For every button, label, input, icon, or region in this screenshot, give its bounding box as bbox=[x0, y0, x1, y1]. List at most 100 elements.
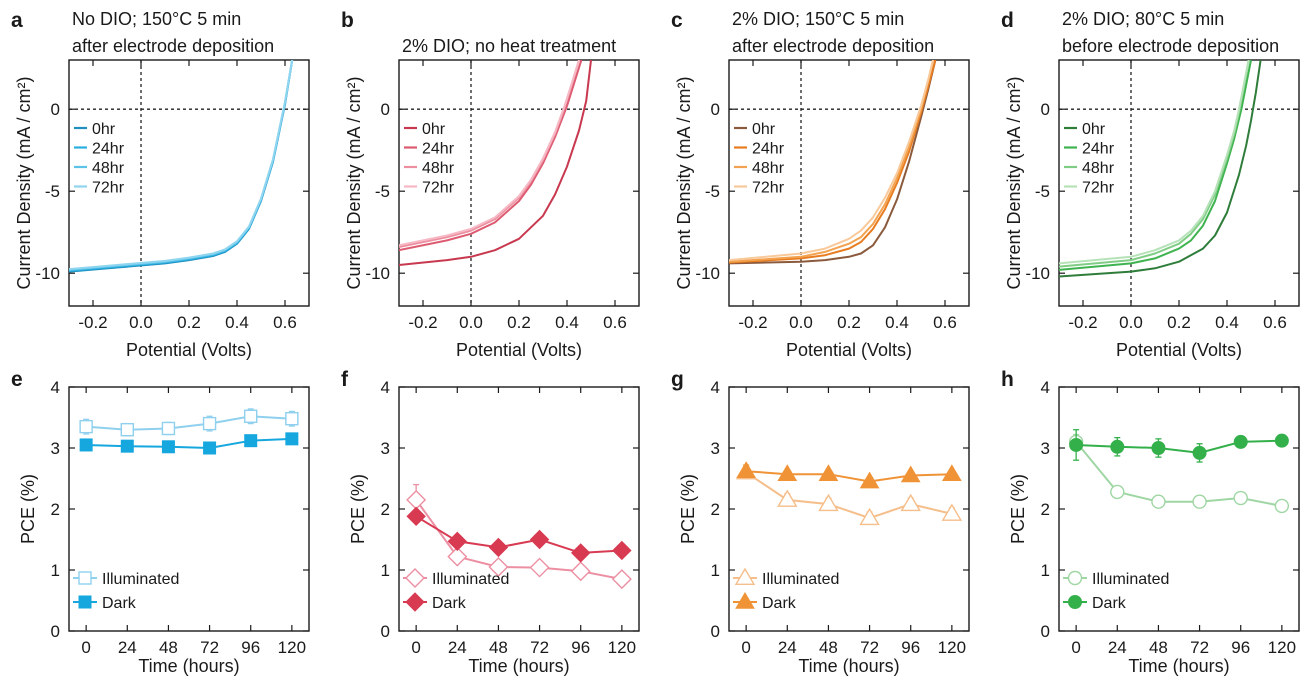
legend-label: 48hr bbox=[752, 160, 785, 177]
x-tick-label: 0.4 bbox=[1215, 313, 1239, 332]
chart-panel-c: c 2% DIO; 150°C 5 min after electrode depo… bbox=[671, 9, 970, 360]
y-tick-label: 0 bbox=[381, 100, 390, 119]
x-tick-label: 72 bbox=[200, 638, 219, 657]
legend-marker bbox=[1067, 570, 1083, 586]
data-point-illuminated bbox=[406, 489, 427, 510]
series-line-72hr bbox=[729, 60, 934, 262]
legend-label: Illuminated bbox=[102, 571, 179, 588]
legend-label: 24hr bbox=[422, 141, 455, 158]
data-point-dark bbox=[612, 540, 632, 561]
x-tick-label: 48 bbox=[1149, 638, 1168, 657]
legend-label: 0hr bbox=[92, 121, 116, 138]
series-line-24hr bbox=[1059, 60, 1252, 271]
y-axis-label: PCE (%) bbox=[1008, 474, 1028, 544]
x-tick-label: 48 bbox=[819, 638, 838, 657]
data-point-dark bbox=[285, 432, 299, 446]
legend-label: 24hr bbox=[1082, 141, 1115, 158]
y-tick-label: 0 bbox=[1041, 100, 1050, 119]
series-line-72hr bbox=[69, 60, 294, 271]
panel-title: after electrode deposition bbox=[72, 36, 274, 56]
y-axis-label: Current Density (mA / cm²) bbox=[1004, 76, 1024, 289]
panel-title: No DIO; 150°C 5 min bbox=[72, 9, 241, 29]
legend-marker bbox=[78, 571, 92, 585]
x-tick-label: 72 bbox=[530, 638, 549, 657]
data-point-dark bbox=[1110, 439, 1125, 454]
data-point-dark bbox=[777, 464, 798, 482]
data-point-dark bbox=[161, 440, 175, 454]
panel-letter: g bbox=[671, 368, 684, 391]
series-line-Dark bbox=[415, 515, 622, 554]
data-point-dark bbox=[818, 464, 839, 482]
data-point-illuminated bbox=[900, 493, 921, 512]
y-tick-label: 0 bbox=[51, 622, 60, 641]
y-axis-label: PCE (%) bbox=[18, 474, 38, 544]
x-axis-label: Time (hours) bbox=[138, 656, 239, 676]
legend-label: 0hr bbox=[752, 121, 776, 138]
panel-title: before electrode deposition bbox=[1062, 36, 1279, 56]
x-tick-label: 24 bbox=[448, 638, 467, 657]
curve-group bbox=[399, 60, 592, 266]
x-axis-label: Potential (Volts) bbox=[456, 340, 582, 360]
x-axis-label: Time (hours) bbox=[468, 656, 569, 676]
y-tick-label: 3 bbox=[1041, 439, 1050, 458]
y-tick-label: -10 bbox=[695, 264, 720, 283]
x-tick-label: 24 bbox=[118, 638, 137, 657]
data-point-illuminated bbox=[79, 419, 93, 434]
x-tick-label: 0.2 bbox=[177, 313, 201, 332]
series-line-72hr bbox=[1059, 60, 1250, 265]
y-tick-label: 4 bbox=[1041, 378, 1050, 397]
panel-letter: c bbox=[671, 9, 683, 32]
panel-letter: a bbox=[11, 9, 23, 32]
chart-panel-e: e 0 24 48 72 96 120 0 1 2 3 4 Time (hours) PCE (%) Ill… bbox=[11, 368, 310, 676]
legend-label: 48hr bbox=[1082, 160, 1115, 177]
series-line-Dark bbox=[746, 470, 952, 483]
series-line-72hr bbox=[399, 60, 580, 247]
data-point-dark bbox=[941, 464, 962, 482]
x-tick-label: 96 bbox=[241, 638, 260, 657]
y-tick-label: -5 bbox=[45, 182, 60, 201]
data-point-illuminated bbox=[1110, 484, 1125, 500]
chart-panel-g: g 0 24 48 72 96 120 0 1 2 3 4 Time (hours) PCE (%) Ill… bbox=[671, 368, 970, 676]
data-point-dark bbox=[571, 543, 591, 563]
x-tick-label: 0.2 bbox=[837, 313, 861, 332]
y-tick-label: -10 bbox=[35, 264, 60, 283]
legend-label: Dark bbox=[762, 595, 797, 612]
y-tick-label: -5 bbox=[1035, 182, 1050, 201]
data-point-dark bbox=[120, 439, 134, 453]
x-tick-label: 0.4 bbox=[555, 313, 579, 332]
y-tick-label: 4 bbox=[51, 378, 60, 397]
data-point-dark bbox=[244, 434, 258, 448]
x-tick-label: 0 bbox=[1071, 638, 1080, 657]
data-point-illuminated bbox=[161, 421, 176, 436]
y-tick-label: -10 bbox=[1025, 264, 1050, 283]
data-point-dark bbox=[79, 438, 93, 452]
legend-label: 0hr bbox=[422, 121, 446, 138]
panel-letter: b bbox=[341, 9, 354, 32]
legend-marker bbox=[405, 568, 425, 588]
data-point-illuminated bbox=[244, 409, 258, 423]
data-point-illuminated bbox=[1274, 498, 1290, 514]
data-point-illuminated bbox=[1192, 494, 1207, 509]
data-point-dark bbox=[488, 537, 509, 558]
x-tick-label: 48 bbox=[159, 638, 178, 657]
x-tick-label: 0.2 bbox=[1167, 313, 1191, 332]
y-tick-label: 1 bbox=[1041, 561, 1050, 580]
x-tick-label: 0 bbox=[81, 638, 90, 657]
panel-letter: f bbox=[341, 368, 349, 391]
data-point-dark bbox=[203, 441, 217, 455]
y-tick-label: 1 bbox=[381, 561, 390, 580]
data-point-illuminated bbox=[1233, 490, 1248, 506]
legend-label: 24hr bbox=[752, 141, 785, 158]
y-tick-label: 1 bbox=[51, 561, 60, 580]
y-tick-label: 0 bbox=[711, 622, 720, 641]
x-axis-label: Potential (Volts) bbox=[126, 340, 252, 360]
x-tick-label: 120 bbox=[938, 638, 966, 657]
data-point-illuminated bbox=[120, 423, 134, 437]
x-tick-label: 72 bbox=[860, 638, 879, 657]
panel-letter: d bbox=[1001, 9, 1014, 32]
x-tick-label: 48 bbox=[489, 638, 508, 657]
series-line-Dark bbox=[86, 437, 292, 450]
x-tick-label: 0.0 bbox=[1119, 313, 1143, 332]
legend-label: Dark bbox=[102, 595, 137, 612]
y-tick-label: 2 bbox=[1041, 500, 1050, 519]
